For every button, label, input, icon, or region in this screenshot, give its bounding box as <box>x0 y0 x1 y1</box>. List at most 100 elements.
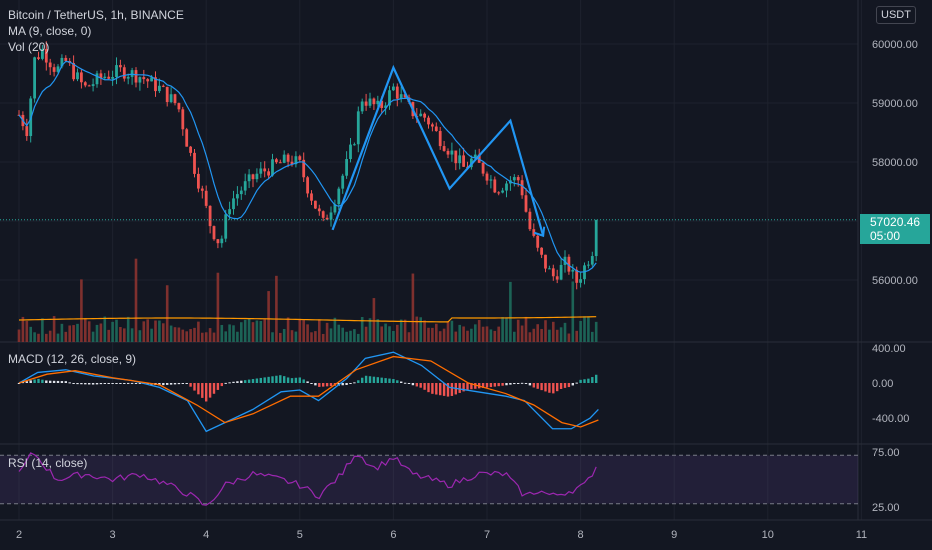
candle-body <box>208 205 212 227</box>
volume-bar <box>201 332 204 342</box>
macd-histogram-bar <box>364 375 368 383</box>
last-price-value: 57020.46 <box>870 215 921 229</box>
candle-body <box>247 174 251 182</box>
macd-histogram-bar <box>357 380 360 383</box>
volume-bar <box>169 325 173 342</box>
candle-body <box>520 180 524 196</box>
macd-histogram-bar <box>329 383 333 387</box>
volume-bar <box>337 324 341 342</box>
volume-bar <box>501 317 504 342</box>
volume-bar <box>567 333 571 342</box>
volume-bar <box>357 333 360 342</box>
candle-body <box>154 77 157 92</box>
macd-histogram-bar <box>185 383 188 384</box>
macd-histogram-bar <box>544 383 547 392</box>
volume-bar <box>435 323 438 342</box>
currency-button[interactable]: USDT <box>876 6 916 24</box>
volume-bar <box>37 333 40 342</box>
volume-bar <box>228 324 231 342</box>
candle-body <box>60 57 64 67</box>
candle-body <box>314 200 317 209</box>
macd-histogram-bar <box>259 377 262 383</box>
candle-body <box>462 155 465 167</box>
candle-body <box>87 85 91 87</box>
macd-axis-label: -400.00 <box>872 413 909 425</box>
volume-bar <box>21 316 25 342</box>
volume-bar <box>72 325 75 342</box>
candle-body <box>138 77 142 83</box>
candle-body <box>544 254 547 269</box>
macd-histogram-bar <box>583 379 586 383</box>
volume-legend: Vol (20) <box>8 40 50 54</box>
volume-bar <box>310 332 313 342</box>
macd-histogram-bar <box>380 377 383 383</box>
candle-body <box>263 168 267 172</box>
macd-histogram-bar <box>556 383 559 392</box>
macd-histogram-bar <box>528 383 532 386</box>
candle-body <box>161 85 165 87</box>
volume-bar <box>594 321 598 342</box>
volume-bar <box>48 330 52 342</box>
macd-histogram-bar <box>95 383 99 385</box>
volume-bar <box>177 327 181 342</box>
candle-body <box>372 98 376 105</box>
candle-body <box>134 70 138 83</box>
candle-body <box>200 188 204 191</box>
macd-histogram-bar <box>485 383 489 388</box>
candle-body <box>446 150 450 155</box>
volume-bar <box>314 331 317 342</box>
candle-body <box>399 94 403 99</box>
candle-body <box>353 144 356 146</box>
candle-body <box>356 111 360 145</box>
volume-bar <box>403 319 407 342</box>
volume-bar <box>236 331 239 342</box>
macd-histogram-bar <box>127 382 130 384</box>
volume-bar <box>481 326 485 342</box>
macd-histogram-bar <box>193 383 196 391</box>
macd-histogram-bar <box>166 383 169 385</box>
volume-bar <box>162 323 165 342</box>
candle-body <box>267 171 270 176</box>
macd-histogram-bar <box>587 378 590 383</box>
candle-body <box>587 264 590 266</box>
volume-bar <box>454 331 458 342</box>
macd-histogram-bar <box>251 379 255 383</box>
candle-body <box>111 77 114 79</box>
pattern-drawing <box>331 64 545 237</box>
x-tick-label: 5 <box>297 529 303 541</box>
candle-body <box>497 192 501 194</box>
macd-histogram-bar <box>419 383 422 388</box>
macd-histogram-bar <box>575 382 578 384</box>
macd-histogram-bar <box>318 383 321 387</box>
volume-bar <box>587 316 590 342</box>
macd-histogram-bar <box>138 383 142 384</box>
candle-body <box>72 63 75 80</box>
price-axis-label: 60000.00 <box>872 39 918 51</box>
price-axis-label: 56000.00 <box>872 275 918 287</box>
volume-bar <box>45 333 48 342</box>
candle-body <box>177 103 181 110</box>
candle-body <box>481 162 485 174</box>
candle-body <box>64 57 68 61</box>
volume-bar <box>290 330 294 342</box>
macd-histogram-bar <box>201 383 204 398</box>
macd-histogram-bar <box>595 374 598 383</box>
candle-body <box>298 156 302 160</box>
volume-bar <box>353 329 356 342</box>
macd-histogram-bar <box>341 383 344 386</box>
volume-bar <box>80 279 83 342</box>
candle-body <box>232 198 235 210</box>
candle-body <box>438 131 442 147</box>
volume-bar <box>446 321 450 342</box>
candle-body <box>329 212 333 220</box>
candle-body <box>368 98 372 106</box>
candle-body <box>220 238 224 244</box>
volume-bar <box>208 328 212 342</box>
candle-body <box>325 217 329 220</box>
candle-body <box>333 204 337 213</box>
volume-bar <box>583 316 586 342</box>
volume-bar <box>119 327 122 342</box>
volume-bar <box>462 326 465 342</box>
volume-bar <box>477 319 481 342</box>
